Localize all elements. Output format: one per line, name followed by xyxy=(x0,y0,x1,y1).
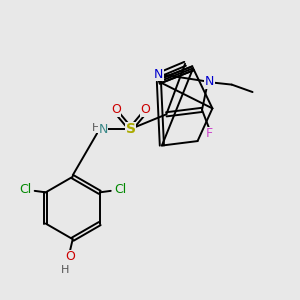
Text: O: O xyxy=(111,103,121,116)
Text: N: N xyxy=(98,123,108,136)
Text: S: S xyxy=(126,122,136,136)
Text: Cl: Cl xyxy=(19,183,31,196)
Text: F: F xyxy=(206,127,213,140)
Text: H: H xyxy=(61,265,70,275)
Text: H: H xyxy=(92,123,100,133)
Text: N: N xyxy=(205,75,214,88)
Text: O: O xyxy=(65,250,75,263)
Text: N: N xyxy=(154,68,164,81)
Text: Cl: Cl xyxy=(114,183,127,196)
Text: O: O xyxy=(141,103,151,116)
